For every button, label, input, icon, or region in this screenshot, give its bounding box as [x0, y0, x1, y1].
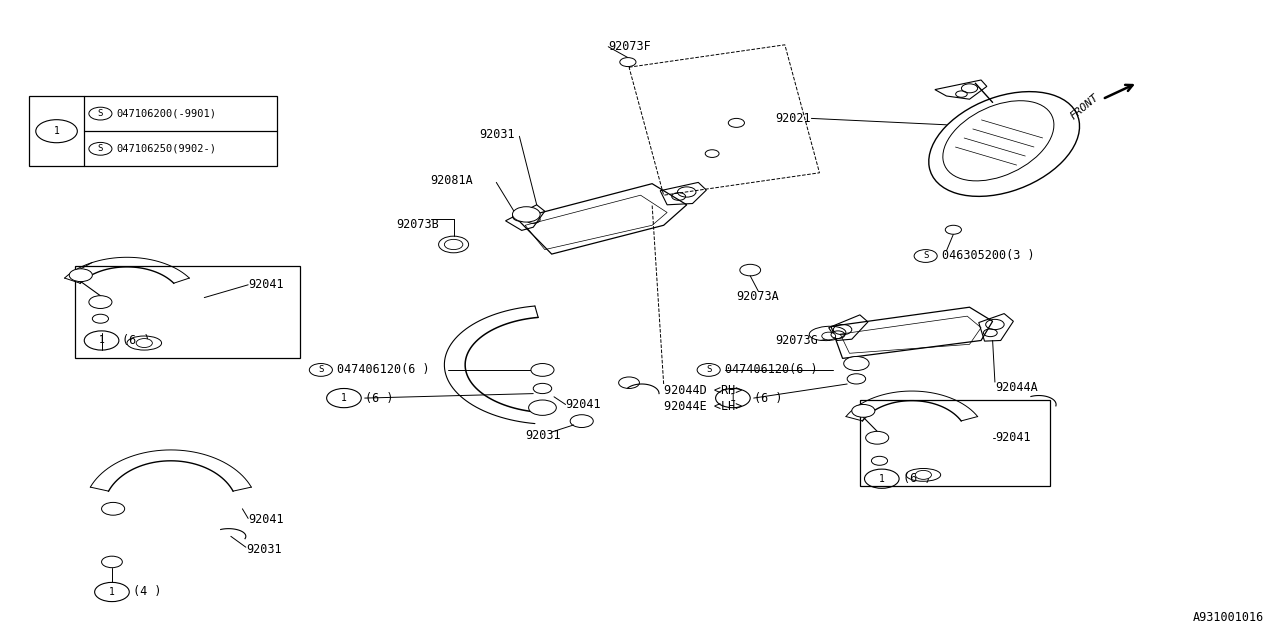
Text: S: S: [97, 109, 104, 118]
Text: 92041: 92041: [248, 278, 284, 291]
Circle shape: [915, 470, 932, 479]
Circle shape: [822, 332, 836, 340]
Text: 92044A: 92044A: [995, 381, 1038, 394]
Text: 92031: 92031: [525, 429, 561, 442]
Text: 047106250(9902-): 047106250(9902-): [116, 144, 216, 154]
Text: 92021: 92021: [776, 112, 812, 125]
Text: 92031: 92031: [246, 543, 282, 556]
Circle shape: [620, 58, 636, 67]
Text: 046305200(3 ): 046305200(3 ): [942, 250, 1034, 262]
Text: (6 ): (6 ): [123, 334, 151, 347]
Circle shape: [531, 364, 554, 376]
Text: A931001016: A931001016: [1193, 611, 1263, 624]
Circle shape: [512, 207, 540, 222]
Text: 047406120(6 ): 047406120(6 ): [337, 364, 430, 376]
Circle shape: [872, 456, 887, 465]
Circle shape: [851, 404, 874, 417]
Text: 1: 1: [730, 393, 736, 403]
Circle shape: [865, 431, 888, 444]
Text: 92031: 92031: [479, 128, 515, 141]
Text: 92073F: 92073F: [608, 40, 652, 53]
Text: S: S: [97, 144, 104, 154]
Text: S: S: [707, 365, 712, 374]
Circle shape: [101, 556, 123, 568]
Circle shape: [69, 269, 92, 282]
Bar: [76, 266, 300, 358]
Circle shape: [88, 296, 111, 308]
Text: 1: 1: [340, 393, 347, 403]
Text: 92041: 92041: [995, 431, 1030, 444]
Bar: [860, 400, 1051, 486]
Text: 047106200(-9901): 047106200(-9901): [116, 109, 216, 118]
Circle shape: [529, 400, 557, 415]
Text: 92044D <RH>: 92044D <RH>: [663, 384, 742, 397]
Text: (6 ): (6 ): [754, 392, 782, 404]
Circle shape: [101, 502, 124, 515]
Circle shape: [946, 225, 961, 234]
Text: 047406120(6 ): 047406120(6 ): [724, 364, 818, 376]
Polygon shape: [934, 80, 987, 99]
Text: 1: 1: [99, 335, 105, 346]
Text: FRONT: FRONT: [1069, 92, 1101, 122]
Text: S: S: [319, 365, 324, 374]
Text: 92081A: 92081A: [430, 174, 474, 187]
Text: 92041: 92041: [566, 398, 602, 411]
Text: 92073G: 92073G: [776, 334, 818, 347]
Text: 1: 1: [879, 474, 884, 484]
Circle shape: [92, 314, 109, 323]
Text: 92041: 92041: [248, 513, 284, 526]
Text: 92073B: 92073B: [396, 218, 439, 230]
Text: 92073A: 92073A: [736, 290, 780, 303]
Text: 1: 1: [54, 126, 59, 136]
Text: (4 ): (4 ): [133, 586, 161, 598]
Text: (6 ): (6 ): [902, 472, 931, 485]
Circle shape: [844, 356, 869, 371]
Text: 1: 1: [109, 587, 115, 597]
Text: 92044E <LH>: 92044E <LH>: [663, 400, 742, 413]
Bar: [29, 96, 276, 166]
Circle shape: [136, 339, 152, 348]
Circle shape: [444, 239, 463, 250]
Text: S: S: [923, 252, 928, 260]
Text: (6 ): (6 ): [365, 392, 393, 404]
